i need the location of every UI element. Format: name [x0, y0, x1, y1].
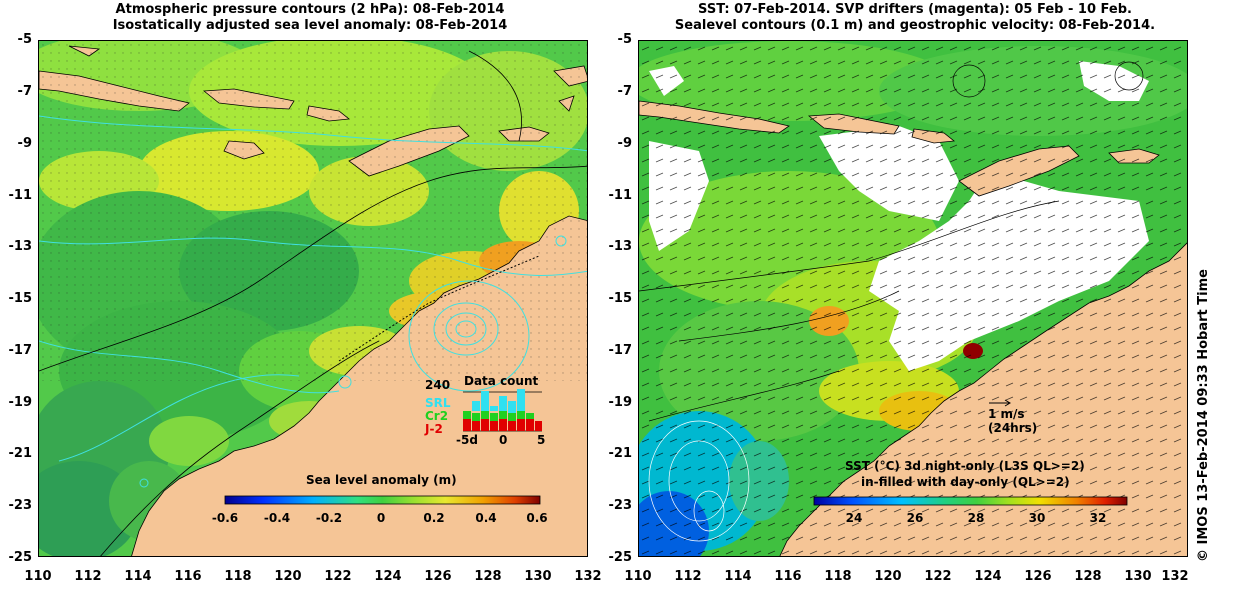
bathymetry-contours — [39, 115, 587, 488]
right-xtick: 122 — [924, 569, 952, 584]
sla-tick-5: 0.4 — [475, 511, 497, 525]
sst-colorbar — [813, 496, 1128, 506]
left-xtick: 114 — [124, 569, 152, 584]
left-xtick: 122 — [324, 569, 352, 584]
left-ytick: -7 — [17, 84, 32, 99]
legend-cr2: Cr2 — [425, 409, 449, 423]
velocity-key-arrow — [989, 399, 1011, 407]
velocity-key-sublabel: (24hrs) — [988, 421, 1038, 435]
left-ytick: -19 — [8, 395, 33, 410]
sst-map-graphic — [639, 41, 1187, 556]
right-xtick: 124 — [974, 569, 1002, 584]
right-ytick: -13 — [608, 239, 633, 254]
sla-colorbar-title: Sea level anomaly (m) — [306, 473, 457, 487]
legend-srl: SRL — [425, 396, 451, 410]
right-xtick: 118 — [824, 569, 852, 584]
data-count-max: 240 — [425, 378, 451, 392]
legend-j2: J-2 — [425, 422, 443, 436]
right-xtick: 112 — [674, 569, 702, 584]
left-xtick: 128 — [474, 569, 502, 584]
right-ytick: -17 — [608, 343, 633, 358]
right-xtick: 128 — [1074, 569, 1102, 584]
left-ytick: -25 — [8, 550, 33, 565]
left-xtick: 118 — [224, 569, 252, 584]
sla-colorbar — [224, 495, 541, 505]
sst-tick-0: 24 — [845, 511, 863, 525]
left-title-line2: Isostatically adjusted sea level anomaly… — [112, 18, 508, 33]
right-xtick: 114 — [724, 569, 752, 584]
right-ytick: -23 — [608, 498, 633, 513]
right-ytick: -15 — [608, 291, 633, 306]
velocity-key-label: 1 m/s — [988, 407, 1025, 421]
sea-level-anomaly-map: Sea level anomaly (m) -0.6 -0.4 -0.2 0 0… — [38, 40, 588, 557]
left-xtick: 130 — [524, 569, 552, 584]
sla-tick-4: 0.2 — [423, 511, 445, 525]
sst-colorbar-title-2: in-filled with day-only (QL>=2) — [861, 475, 1070, 489]
sst-tick-4: 32 — [1089, 511, 1107, 525]
imos-credit: © IMOS 13-Feb-2014 09:33 Hobart Time — [1196, 269, 1211, 562]
sla-tick-1: -0.4 — [263, 511, 291, 525]
left-ytick: -17 — [8, 343, 33, 358]
right-ytick: -7 — [617, 84, 632, 99]
right-xtick: 120 — [874, 569, 902, 584]
right-ytick: -25 — [608, 550, 633, 565]
sla-tick-6: 0.6 — [526, 511, 548, 525]
right-xtick: 110 — [624, 569, 652, 584]
right-xtick: 126 — [1024, 569, 1052, 584]
right-ytick: -9 — [617, 136, 632, 151]
left-xtick: 126 — [424, 569, 452, 584]
left-xtick: 116 — [174, 569, 202, 584]
sealevel-contours-white — [648, 420, 750, 542]
left-ytick: -15 — [8, 291, 33, 306]
data-count-title: Data count — [464, 374, 539, 388]
left-ytick: -11 — [8, 188, 33, 203]
sla-map-graphic — [39, 41, 587, 556]
sla-tick-0: -0.6 — [211, 511, 239, 525]
sst-tick-2: 28 — [967, 511, 985, 525]
left-title-line1: Atmospheric pressure contours (2 hPa): 0… — [115, 2, 505, 17]
left-xtick: 112 — [74, 569, 102, 584]
right-xtick: 116 — [774, 569, 802, 584]
right-xtick: 130 — [1124, 569, 1152, 584]
sst-tick-3: 30 — [1028, 511, 1046, 525]
data-count-tick-0: -5d — [456, 433, 478, 447]
left-ytick: -9 — [17, 136, 32, 151]
left-xtick: 110 — [24, 569, 52, 584]
right-ytick: -21 — [608, 446, 633, 461]
left-ytick: -5 — [17, 32, 32, 47]
sst-map: 1 m/s (24hrs) SST (°C) 3d night-only (L3… — [638, 40, 1188, 557]
sst-tick-1: 26 — [906, 511, 924, 525]
left-ytick: -21 — [8, 446, 33, 461]
left-xtick: 132 — [574, 569, 602, 584]
data-count-tick-1: 0 — [499, 433, 508, 447]
data-count-tick-2: 5 — [537, 433, 546, 447]
left-ytick: -23 — [8, 498, 33, 513]
left-ytick: -13 — [8, 239, 33, 254]
right-xtick: 132 — [1161, 569, 1189, 584]
left-xtick: 124 — [374, 569, 402, 584]
right-ytick: -11 — [608, 188, 633, 203]
sla-tick-2: -0.2 — [315, 511, 343, 525]
right-ytick: -5 — [617, 32, 632, 47]
right-title-line2: Sealevel contours (0.1 m) and geostrophi… — [674, 18, 1156, 33]
right-ytick: -19 — [608, 395, 633, 410]
data-count-chart — [463, 389, 542, 432]
pressure-contours — [39, 50, 587, 556]
sst-colorbar-title-1: SST (°C) 3d night-only (L3S QL>=2) — [845, 459, 1085, 473]
sealevel-contours — [639, 61, 1144, 422]
right-title-line1: SST: 07-Feb-2014. SVP drifters (magenta)… — [698, 2, 1132, 17]
sla-tick-3: 0 — [376, 511, 386, 525]
left-xtick: 120 — [274, 569, 302, 584]
